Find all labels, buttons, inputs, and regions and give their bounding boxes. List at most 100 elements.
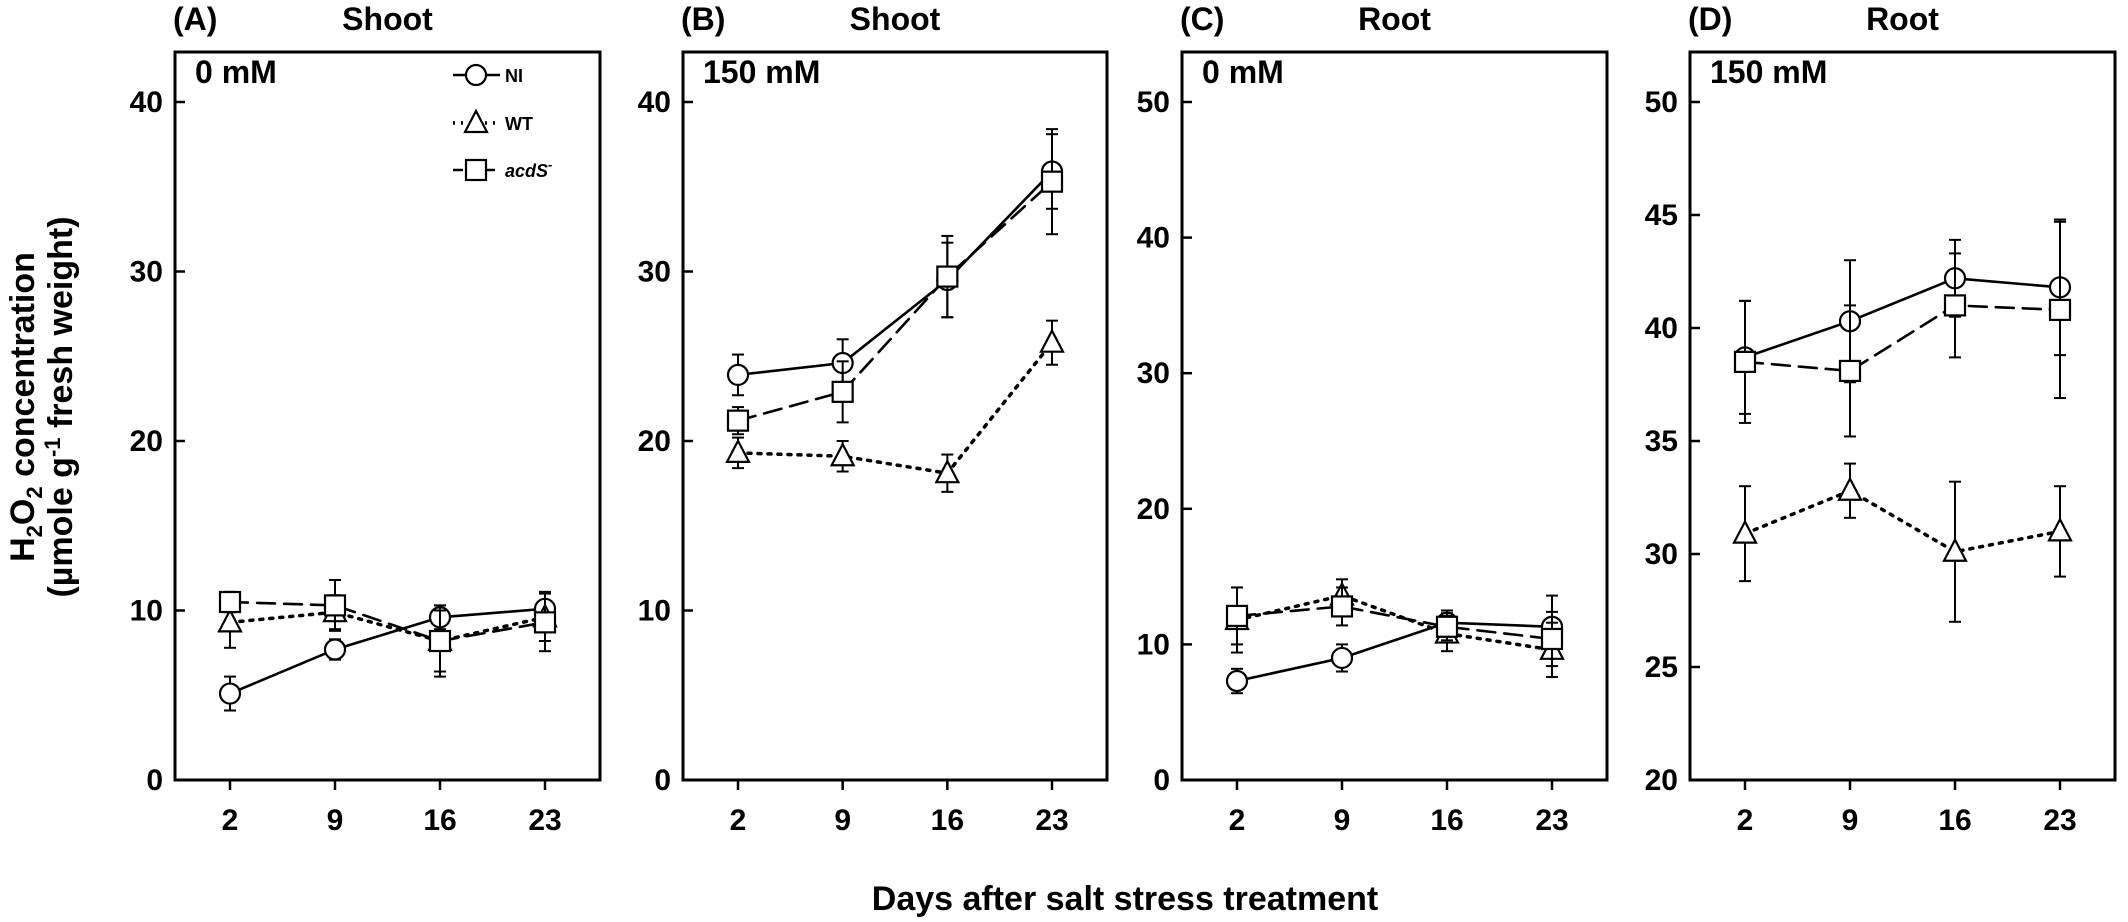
y-tick-label: 20 (1645, 764, 1678, 797)
data-point-WT (1942, 537, 1968, 562)
plot-frame (681, 50, 1109, 782)
y-tick-label: 25 (1645, 651, 1678, 684)
y-tick-label: 30 (1137, 357, 1170, 390)
panel-letter: (D) (1688, 1, 1732, 37)
data-point-WT (2047, 517, 2073, 542)
x-tick-label: 2 (730, 804, 747, 837)
data-point-WT (1837, 476, 1863, 501)
data-point-acdS (936, 265, 959, 288)
plot-frame (173, 50, 602, 782)
series-line-NI (228, 607, 547, 695)
data-point-acdS (1225, 604, 1249, 628)
legend-label-acdS: acdS- (505, 157, 552, 181)
data-point-acdS (1733, 350, 1757, 373)
y-tick-label: 30 (130, 256, 163, 289)
y-tick-label: 10 (1137, 628, 1170, 661)
data-point-NI (726, 363, 750, 386)
y-axis-title-line1: H2O2 concentration (4, 252, 47, 562)
x-tick-label: 16 (1938, 804, 1971, 837)
y-tick-label: 30 (638, 256, 671, 289)
series-line-WT (736, 340, 1054, 476)
x-axis-title: Days after salt stress treatment (872, 880, 1378, 918)
x-tick-label: 16 (1430, 804, 1463, 837)
data-point-NI (1225, 669, 1249, 693)
series-NI (218, 590, 557, 712)
data-point-acdS (1943, 294, 1967, 317)
series-line-NI (736, 170, 1054, 377)
data-point-acdS (533, 611, 557, 634)
condition-label: 150 mM (1710, 54, 1827, 90)
y-tick-label: 40 (130, 86, 163, 119)
panel-3: 0 10 20 30 40 50 2 9 16 23 (C) Root 0 mM (1137, 1, 1609, 837)
data-point-WT (934, 458, 961, 484)
series-line-WT (228, 610, 547, 643)
series-line-NI (1235, 621, 1554, 683)
series-WT (1224, 578, 1565, 678)
x-tick-label: 16 (423, 804, 456, 837)
legend-marker-NI (464, 63, 488, 87)
panel-title: Shoot (850, 1, 941, 37)
series-line-acdS (1235, 605, 1554, 641)
chart-panels: 0 10 20 30 40 2 9 16 23 (A) Shoot 0 mM 0 10 20 30 40 2 9 16… (130, 1, 2117, 837)
y-tick-label: 10 (130, 595, 163, 628)
y-tick-label: 40 (638, 86, 671, 119)
series-line-acdS (228, 600, 547, 643)
x-tick-label: 2 (1229, 804, 1246, 837)
y-tick-label: 20 (1137, 493, 1170, 526)
series-line-WT (1743, 488, 2062, 554)
condition-label: 150 mM (703, 54, 820, 90)
data-point-acdS (323, 594, 347, 617)
y-tick-label: 50 (1137, 86, 1170, 119)
series-line-NI (1743, 276, 2062, 359)
data-point-NI (1330, 646, 1354, 670)
x-tick-label: 23 (1535, 804, 1568, 837)
series-WT (1732, 462, 2073, 623)
x-tick-label: 9 (1334, 804, 1351, 837)
legend-marker-WT (463, 108, 489, 134)
panel-title: Root (1358, 1, 1431, 37)
series-acdS (218, 578, 557, 678)
x-tick-label: 9 (834, 804, 851, 837)
data-point-acdS (1540, 627, 1564, 651)
series-acdS (726, 128, 1064, 436)
y-tick-label: 45 (1645, 199, 1678, 232)
plot-frame (1180, 50, 1609, 782)
panel-1: 0 10 20 30 40 2 9 16 23 (A) Shoot 0 mM (130, 1, 602, 837)
y-tick-label: 40 (1137, 222, 1170, 255)
condition-label: 0 mM (1202, 54, 1284, 90)
panel-letter: (C) (1180, 1, 1224, 37)
data-point-WT (1732, 519, 1758, 544)
y-tick-label: 0 (146, 764, 163, 797)
series-line-acdS (1743, 304, 2062, 373)
x-tick-label: 23 (2043, 804, 2076, 837)
y-tick-label: 10 (638, 595, 671, 628)
y-tick-label: 40 (1645, 312, 1678, 345)
y-tick-label: 35 (1645, 425, 1678, 458)
legend-label-WT: WT (505, 114, 533, 134)
series-WT (725, 319, 1065, 493)
data-point-acdS (1330, 595, 1354, 618)
data-point-acdS (2048, 298, 2072, 322)
panel-title: Shoot (342, 1, 433, 37)
panel-letter: (A) (173, 1, 217, 37)
x-tick-label: 9 (327, 804, 344, 837)
y-axis-title-line2: (µmole g-1 fresh weight) (40, 216, 80, 597)
series-NI (726, 133, 1064, 397)
legend: NI WT acdS- (453, 63, 552, 182)
panel-title: Root (1866, 1, 1939, 37)
series-NI (1733, 218, 2072, 415)
data-point-acdS (1040, 170, 1064, 193)
panel-letter: (B) (681, 1, 725, 37)
y-tick-label: 0 (1153, 764, 1170, 797)
x-tick-label: 2 (1737, 804, 1754, 837)
data-point-acdS (1435, 615, 1459, 638)
x-tick-label: 9 (1842, 804, 1859, 837)
data-point-acdS (831, 380, 854, 403)
y-tick-label: 50 (1645, 86, 1678, 119)
data-point-acdS (1838, 359, 1862, 383)
plot-frame (1688, 50, 2117, 782)
x-tick-label: 16 (931, 804, 964, 837)
series-acdS (1733, 220, 2072, 438)
data-point-NI (218, 682, 242, 705)
